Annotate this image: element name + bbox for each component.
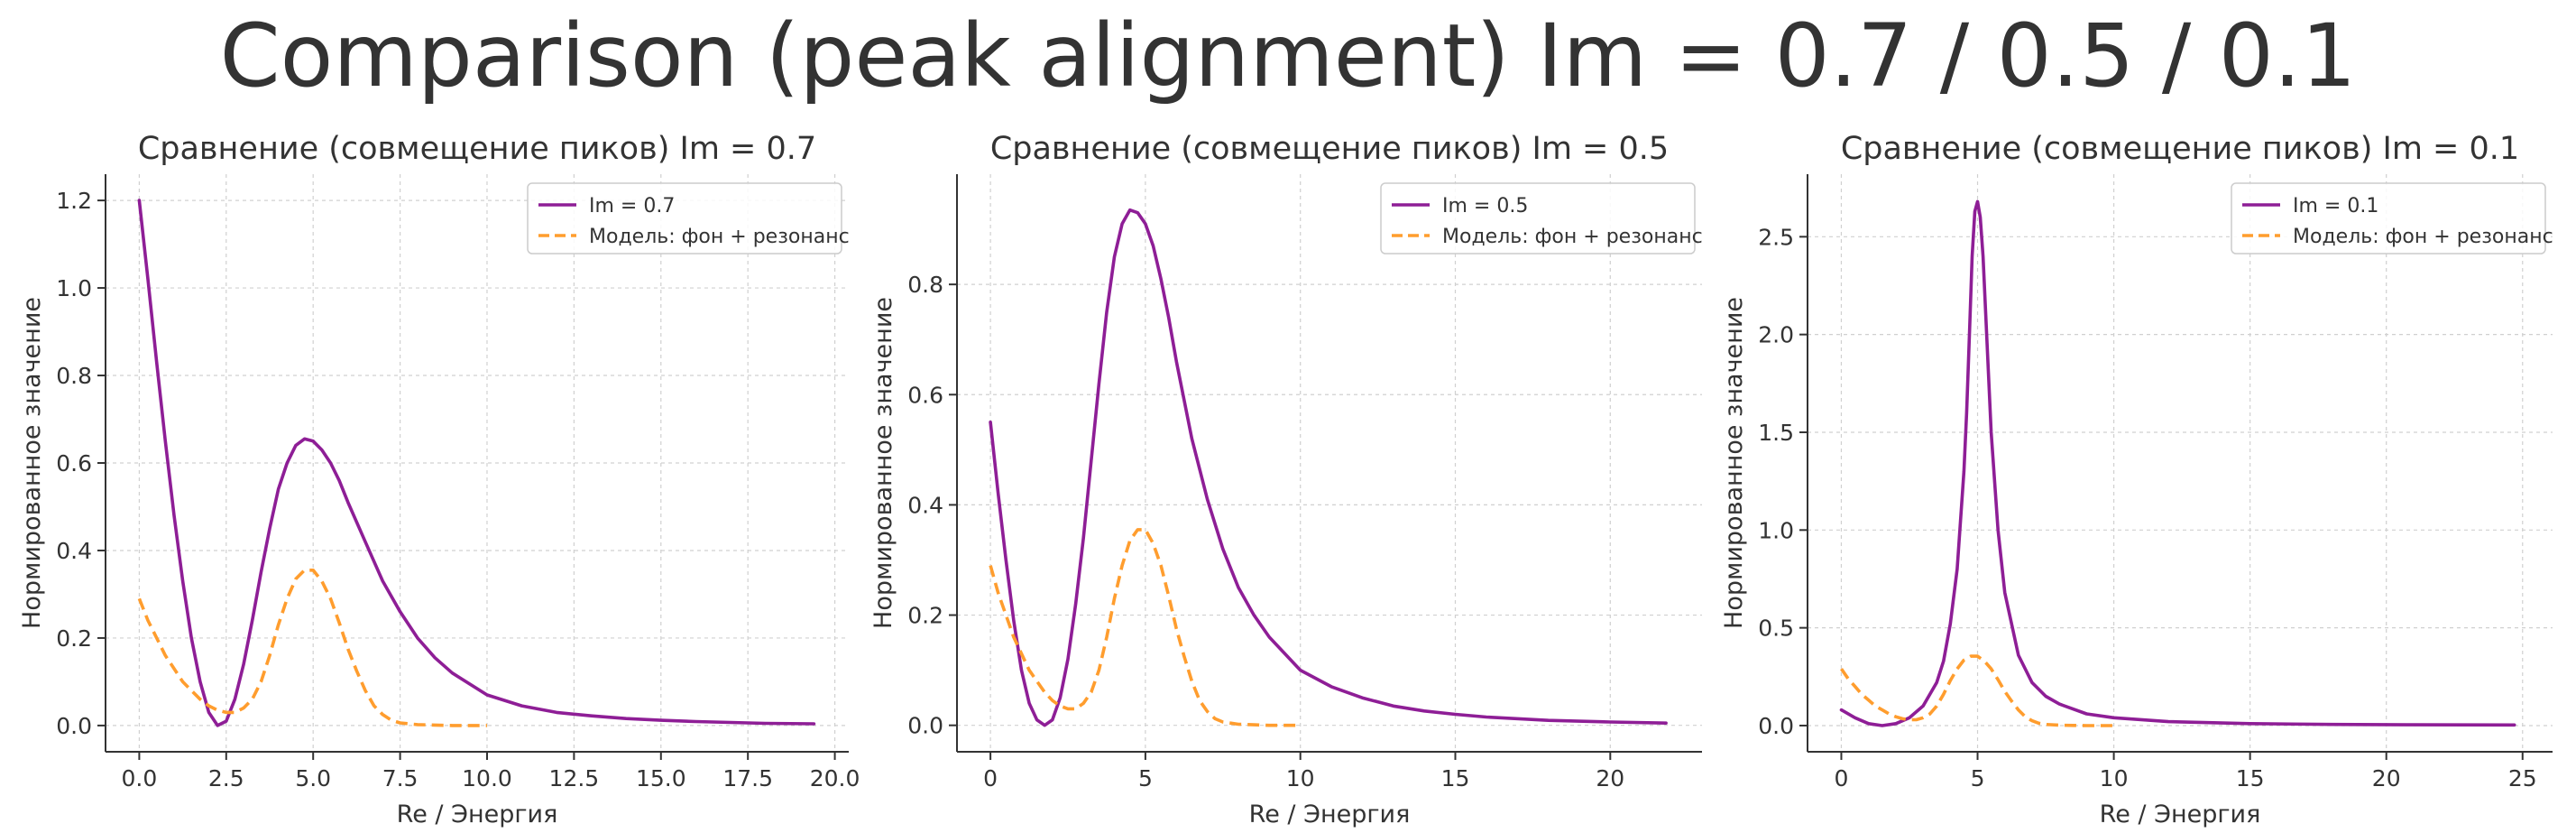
x-axis-label: Re / Энергия [2100,801,2261,828]
y-tick-label: 0.6 [907,382,943,408]
x-tick-label: 7.5 [382,765,419,791]
x-tick-label: 0 [983,765,998,791]
legend-label: Im = 0.1 [2293,195,2378,218]
x-tick-label: 0 [1835,765,1849,791]
x-tick-label: 12.5 [549,765,600,791]
y-tick-label: 1.2 [56,188,92,214]
y-tick-label: 0.4 [907,492,943,518]
legend-box [2231,182,2546,255]
x-tick-label: 15 [1441,765,1470,791]
y-tick-label: 0.2 [907,603,943,629]
legend-box [1380,182,1696,255]
x-tick-label: 2.5 [208,765,244,791]
chart-panel-2: 0 5 10 15 20 0.0 0.2 0.4 0.6 0.8 Сравнение (совмещ… [869,131,1703,828]
chart-title: Сравнение (совмещение пиков) Im = 0.5 [990,131,1669,167]
series-line-main [1839,199,2516,727]
series-line-model [137,568,487,727]
x-tick-label: 20 [2372,765,2401,791]
x-tick-label: 20 [1596,765,1624,791]
y-axis-label: Нормированное значение [1720,297,1748,629]
x-tick-label: 5 [1138,765,1153,791]
legend-label: Модель: фон + резонанс [2293,226,2553,248]
y-tick-label: 0.0 [1758,713,1794,739]
x-axis-label: Re / Энергия [397,801,558,828]
y-tick-label: 0.2 [56,625,92,652]
x-tick-label: 5.0 [295,765,331,791]
x-tick-label: 20.0 [810,765,860,791]
y-axis-label: Нормированное значение [18,297,46,629]
y-tick-label: 0.8 [907,272,943,298]
legend-box [527,182,842,255]
x-tick-label: 17.5 [722,765,773,791]
y-tick-label: 0.8 [56,363,92,389]
x-tick-label: 10 [2100,765,2129,791]
y-tick-label: 1.0 [56,275,92,301]
y-tick-label: 0.0 [56,713,92,739]
figure-title: Comparison (peak alignment) Im = 0.7 / 0… [219,5,2357,106]
y-tick-label: 1.0 [1758,517,1794,543]
x-tick-label: 5 [1971,765,1985,791]
series-line-model [1840,654,2114,727]
legend-label: Модель: фон + резонанс [1442,226,1703,248]
x-tick-label: 10.0 [462,765,512,791]
y-tick-label: 2.0 [1758,322,1794,348]
legend-label: Im = 0.5 [1442,195,1528,218]
x-tick-label: 15.0 [636,765,686,791]
y-tick-label: 0.4 [56,538,92,564]
legend-label: Модель: фон + резонанс [589,226,850,248]
y-axis-label: Нормированное значение [869,297,897,629]
chart-title: Сравнение (совмещение пиков) Im = 0.1 [1841,131,2519,167]
series-line-main [137,199,816,727]
chart-panel-3: 0 5 10 15 20 25 0.0 0.5 1.0 1.5 2.0 2.5 Сравнение (с… [1720,131,2553,828]
y-tick-label: 0.6 [56,450,92,477]
x-tick-label: 0.0 [122,765,158,791]
series-line-model [989,528,1301,727]
x-tick-label: 15 [2236,765,2265,791]
y-tick-label: 0.5 [1758,615,1794,642]
y-tick-label: 0.0 [907,713,943,739]
x-axis-label: Re / Энергия [1249,801,1411,828]
series-line-main [989,208,1668,727]
chart-panel-1: 0.0 2.5 5.0 7.5 10.0 12.5 15.0 17.5 20.0 0.0 0.2 0.… [18,131,860,828]
y-tick-label: 2.5 [1758,224,1794,250]
y-tick-label: 1.5 [1758,420,1794,446]
x-tick-label: 10 [1286,765,1315,791]
legend-label: Im = 0.7 [589,195,675,218]
chart-title: Сравнение (совмещение пиков) Im = 0.7 [138,131,816,167]
x-tick-label: 25 [2508,765,2537,791]
